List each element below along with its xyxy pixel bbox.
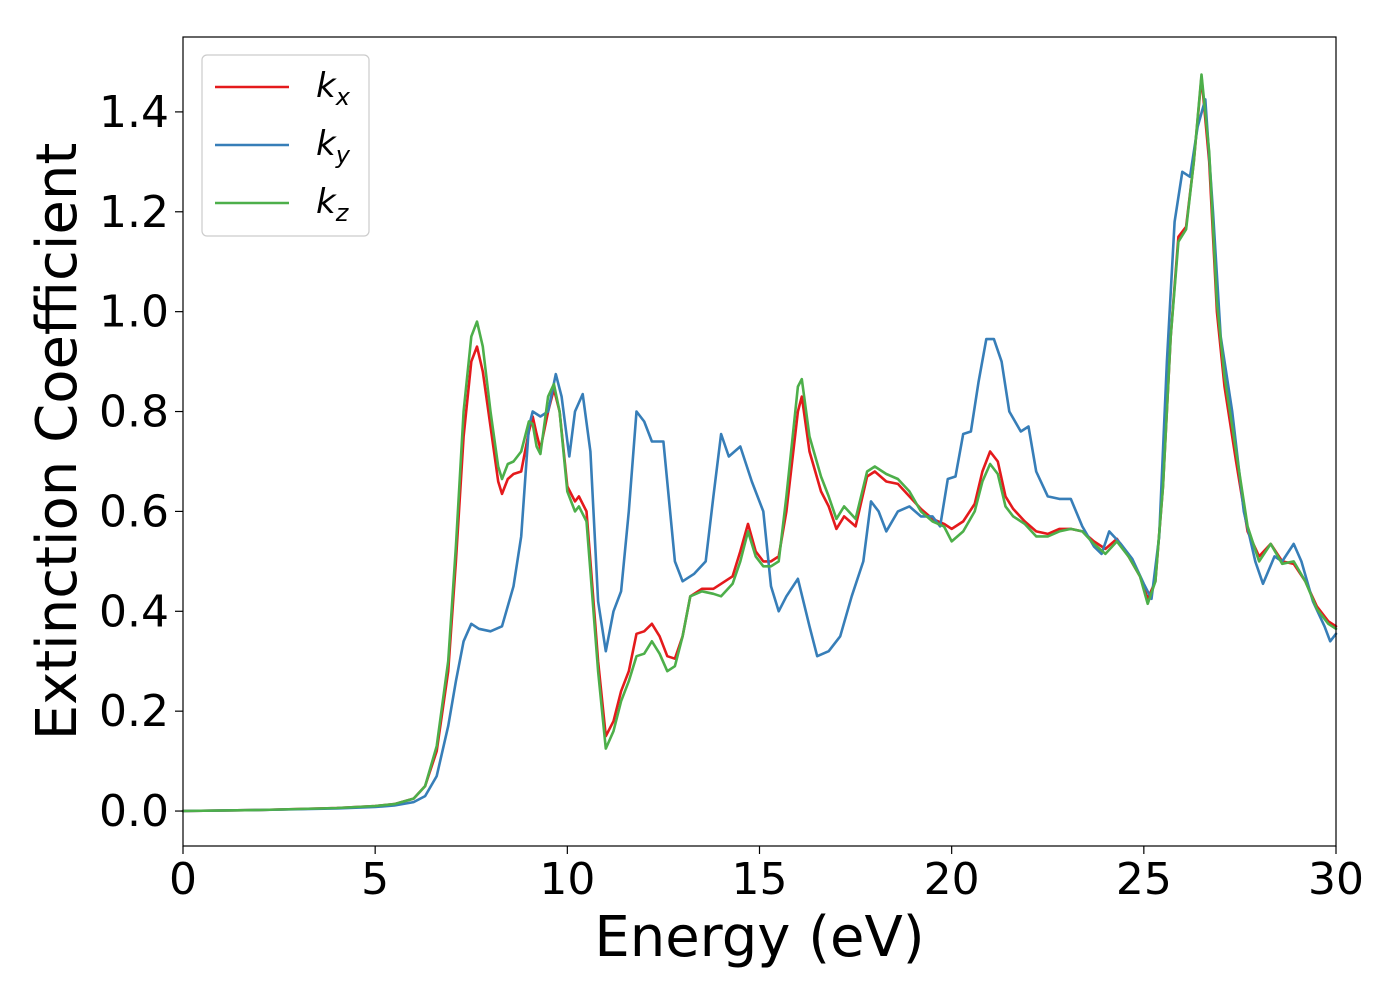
series-layer — [181, 73, 1338, 813]
x-axis-ticks: 0 5 10 15 20 25 30 — [169, 846, 1364, 905]
y-axis-ticks: 0.0 0.2 0.4 0.6 0.8 1.0 1.2 1.4 — [99, 87, 183, 837]
x-axis-label: Energy (eV) — [594, 905, 924, 970]
x-tick-label: 15 — [732, 854, 788, 905]
plot-background — [183, 37, 1336, 846]
x-tick-label: 25 — [1116, 854, 1172, 905]
series-line-y — [181, 98, 1338, 813]
y-tick-label: 0.2 — [99, 686, 169, 737]
x-tick-label: 20 — [924, 854, 980, 905]
series-line-z — [181, 73, 1338, 813]
legend-label-y: ky — [316, 124, 351, 169]
x-tick-label: 5 — [361, 854, 389, 905]
x-tick-label: 0 — [169, 854, 197, 905]
y-tick-label: 0.6 — [99, 486, 169, 537]
y-tick-label: 0.4 — [99, 586, 169, 637]
y-tick-label: 1.0 — [99, 287, 169, 338]
y-tick-label: 0.8 — [99, 387, 169, 438]
x-tick-label: 30 — [1308, 854, 1364, 905]
y-tick-label: 0.0 — [99, 786, 169, 837]
y-tick-label: 1.2 — [99, 187, 169, 238]
y-tick-label: 1.4 — [99, 87, 169, 138]
x-tick-label: 10 — [539, 854, 595, 905]
y-axis-label: Extinction Coefficient — [25, 143, 90, 741]
